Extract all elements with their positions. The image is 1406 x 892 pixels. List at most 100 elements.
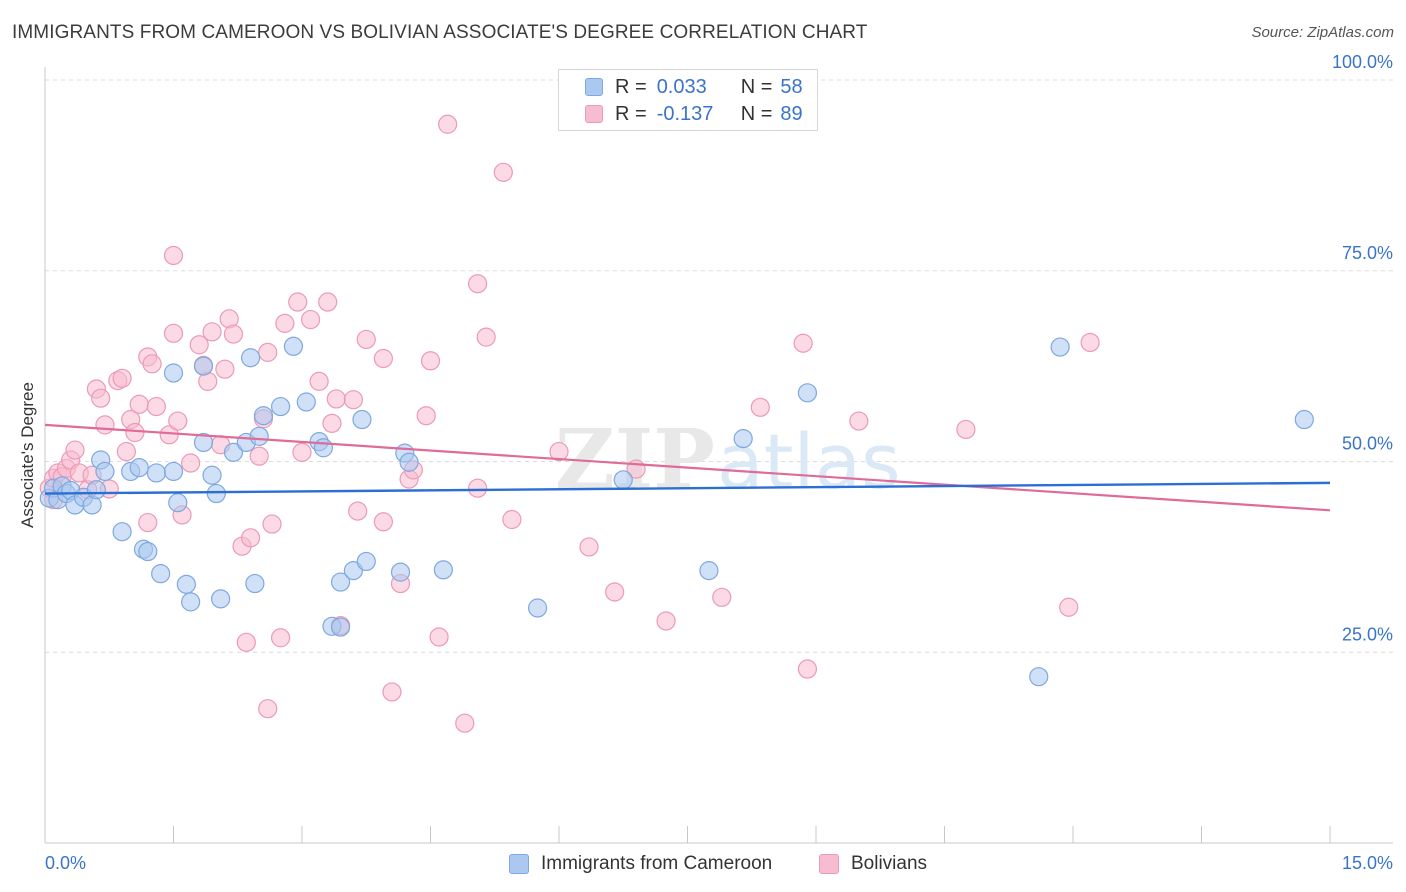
data-point — [215, 359, 235, 379]
bottom-swatch-pink — [819, 854, 839, 874]
grid-lines — [45, 79, 1393, 653]
legend-r-value: 0.033 — [656, 75, 707, 98]
data-point — [455, 713, 475, 733]
legend-n-value: 58 — [780, 75, 803, 98]
data-point — [793, 333, 813, 353]
data-point — [549, 441, 569, 462]
data-point — [138, 541, 158, 562]
bottom-swatch-blue — [509, 854, 529, 874]
data-point — [390, 562, 411, 582]
data-point — [348, 501, 368, 521]
legend-swatch-blue — [585, 78, 603, 96]
data-point — [223, 442, 244, 462]
data-point — [91, 388, 111, 408]
data-point — [163, 461, 184, 482]
data-point — [300, 309, 321, 330]
data-point — [258, 342, 278, 362]
data-point — [476, 327, 496, 347]
data-point — [382, 682, 402, 702]
data-point — [1050, 337, 1070, 357]
data-point — [1080, 332, 1100, 353]
data-point — [193, 356, 214, 376]
data-point — [202, 465, 222, 485]
data-point — [527, 598, 548, 618]
data-point — [138, 512, 158, 533]
data-point — [176, 574, 196, 594]
legend-r-label: R = — [615, 102, 647, 125]
data-point — [202, 322, 222, 342]
data-point — [373, 512, 393, 532]
data-point — [399, 452, 419, 472]
data-point — [493, 162, 513, 182]
bottom-legend-label: Bolivians — [851, 853, 928, 874]
legend-n-label: N = — [740, 102, 773, 125]
data-point — [116, 441, 136, 462]
data-point — [146, 463, 166, 483]
data-point — [322, 413, 342, 433]
x-tick-label: 0.0% — [45, 853, 86, 873]
data-point — [181, 453, 201, 473]
data-point — [429, 627, 449, 647]
data-point — [211, 589, 231, 609]
data-point — [125, 422, 145, 443]
data-point — [797, 383, 818, 403]
data-point — [249, 426, 269, 446]
data-point — [168, 411, 188, 431]
data-point — [352, 409, 372, 430]
data-point — [236, 632, 256, 652]
data-point — [275, 313, 295, 333]
legend-swatch-pink — [585, 105, 603, 123]
data-point — [283, 336, 304, 356]
data-point — [330, 572, 351, 592]
legend-row-cameroon: R = 0.033 N = 58 — [585, 74, 803, 100]
data-point — [241, 348, 261, 368]
trend-line-bolivians — [44, 423, 1331, 512]
data-point — [438, 114, 458, 134]
data-point — [168, 493, 188, 513]
data-point — [656, 611, 676, 631]
x-tick-label: 15.0% — [1342, 853, 1393, 873]
trend-line-cameroon — [44, 481, 1331, 495]
legend-r-value: -0.137 — [656, 102, 714, 125]
data-point — [223, 324, 244, 344]
data-point — [433, 560, 453, 580]
data-point — [712, 587, 732, 607]
data-point — [1029, 667, 1049, 687]
data-point — [258, 699, 278, 719]
legend-n-value: 89 — [780, 102, 803, 125]
source-note: Source: ZipAtlas.com — [1251, 24, 1394, 41]
data-point — [112, 522, 132, 542]
tick-labels: 25.0% 50.0% 75.0% 100.0% 0.0% 15.0% — [45, 52, 1393, 873]
bottom-legend-cameroon: Immigrants from Cameroon — [509, 850, 772, 878]
data-point — [502, 509, 522, 530]
data-point — [163, 323, 184, 343]
data-point — [343, 390, 363, 410]
data-point — [468, 478, 488, 498]
legend-row-bolivians: R = -0.137 N = 89 — [585, 101, 803, 127]
data-point — [318, 292, 338, 312]
data-point — [296, 392, 316, 412]
data-point — [288, 292, 308, 312]
data-point — [270, 396, 291, 417]
y-tick-label: 25.0% — [1342, 624, 1393, 644]
trend-lines — [44, 423, 1331, 512]
data-point — [86, 480, 107, 500]
data-point — [181, 592, 201, 612]
data-point — [733, 429, 753, 449]
data-point — [245, 573, 265, 594]
data-point — [613, 470, 633, 490]
data-point — [270, 628, 291, 648]
y-tick-label: 50.0% — [1342, 434, 1393, 454]
axes — [44, 67, 1393, 844]
data-point — [313, 438, 334, 458]
data-point — [750, 397, 770, 417]
data-point — [956, 419, 976, 440]
data-point — [579, 537, 599, 557]
data-point — [95, 415, 115, 435]
chart-title: IMMIGRANTS FROM CAMEROON VS BOLIVIAN ASS… — [12, 22, 868, 43]
legend-n-label: N = — [740, 75, 773, 98]
data-point — [849, 411, 869, 431]
data-point — [151, 564, 171, 584]
data-point — [262, 514, 282, 534]
